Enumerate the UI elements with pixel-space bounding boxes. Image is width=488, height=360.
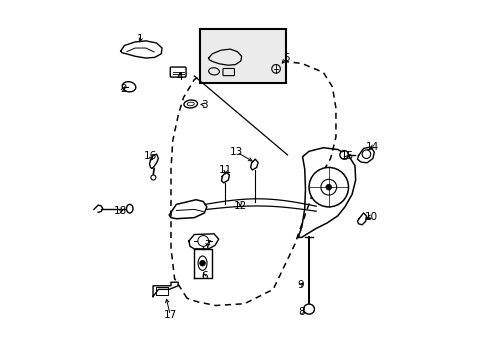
Text: 6: 6 [201, 271, 207, 281]
Circle shape [320, 179, 336, 195]
Text: 17: 17 [163, 310, 177, 320]
Text: 13: 13 [229, 147, 243, 157]
Ellipse shape [187, 102, 194, 106]
Text: 9: 9 [297, 280, 304, 290]
Text: 3: 3 [201, 100, 207, 110]
Ellipse shape [126, 204, 133, 213]
Circle shape [151, 175, 156, 180]
Ellipse shape [198, 256, 206, 270]
Ellipse shape [208, 68, 219, 75]
Text: 4: 4 [176, 72, 183, 82]
Bar [199, 30, 285, 83]
Text: 5: 5 [283, 53, 289, 63]
Ellipse shape [183, 100, 197, 108]
Circle shape [308, 167, 348, 207]
Text: 11: 11 [219, 165, 232, 175]
Text: 18: 18 [113, 206, 126, 216]
Text: 2: 2 [120, 84, 126, 94]
Circle shape [325, 184, 331, 190]
Circle shape [339, 150, 348, 159]
Text: 8: 8 [297, 307, 304, 316]
Text: 15: 15 [341, 150, 354, 161]
FancyBboxPatch shape [170, 67, 185, 77]
Text: 12: 12 [233, 201, 246, 211]
Circle shape [199, 260, 205, 266]
Text: 14: 14 [366, 141, 379, 152]
Text: 10: 10 [364, 212, 377, 221]
Circle shape [362, 150, 370, 158]
FancyBboxPatch shape [223, 68, 234, 76]
Circle shape [198, 235, 208, 246]
Circle shape [271, 64, 280, 73]
Text: 7: 7 [204, 240, 211, 250]
Text: 1: 1 [137, 34, 143, 44]
Ellipse shape [303, 304, 314, 314]
Text: 16: 16 [143, 150, 157, 161]
Ellipse shape [122, 82, 136, 92]
